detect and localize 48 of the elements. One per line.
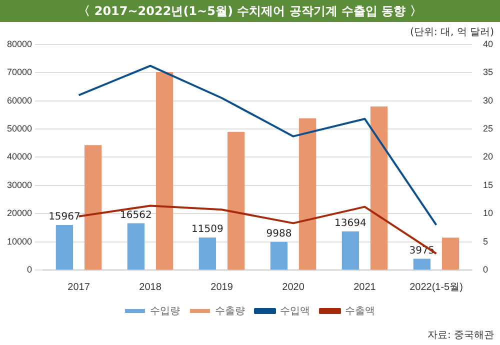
data-label: 9988 xyxy=(266,228,292,240)
y2-tick-label: 35 xyxy=(482,67,494,78)
bar xyxy=(298,118,316,270)
y-tick-label: 80000 xyxy=(6,38,32,49)
y2-tick-label: 40 xyxy=(482,38,494,49)
x-tick-label: 2019 xyxy=(210,282,234,293)
y-tick-label: 0 xyxy=(27,264,32,274)
y2-tick-label: 25 xyxy=(482,123,494,134)
bar xyxy=(270,242,288,270)
legend-label: 수입액 xyxy=(280,306,310,317)
y-tick-label: 20000 xyxy=(6,208,32,218)
y2-tick-label: 20 xyxy=(482,152,494,162)
y-tick-label: 30000 xyxy=(6,180,32,190)
text: (단위: 대, 억 달러) xyxy=(410,26,494,39)
text: 자료: 중국해관 xyxy=(427,329,494,342)
data-label: 15967 xyxy=(48,212,80,223)
y-tick-label: 10000 xyxy=(6,236,32,246)
bar xyxy=(127,223,145,270)
data-label: 16562 xyxy=(120,210,152,221)
y-tick-label: 70000 xyxy=(6,67,32,78)
bar xyxy=(84,145,102,270)
y2-tick-label: 10 xyxy=(482,208,494,218)
y2-tick-label: 15 xyxy=(482,180,494,190)
legend-label: 수출액 xyxy=(345,306,375,317)
bar xyxy=(342,231,360,270)
bar xyxy=(56,224,74,270)
y-tick-label: 50000 xyxy=(6,123,32,134)
y2-tick-label: 30 xyxy=(482,95,494,106)
data-label: 13694 xyxy=(334,218,366,229)
legend-label: 수입량 xyxy=(150,306,180,317)
bar xyxy=(442,238,460,270)
chart-title: 〈 2017~2022년(1~5월) 수치제어 공작기계 수출입 동향 〉 xyxy=(0,0,500,22)
bar xyxy=(413,258,431,270)
bar xyxy=(198,238,216,270)
y-tick-label: 40000 xyxy=(6,152,32,162)
x-tick-label: 2017 xyxy=(68,282,90,293)
bar xyxy=(370,106,388,270)
bar xyxy=(227,132,245,270)
y-tick-label: 60000 xyxy=(6,95,32,106)
data-label: 11509 xyxy=(192,224,224,236)
legend-label: 수출량 xyxy=(215,306,245,317)
x-tick-label: 2020 xyxy=(282,282,305,293)
x-tick-label: 2021 xyxy=(354,282,376,293)
y2-tick-label: 5 xyxy=(482,236,488,246)
x-tick-label: 2018 xyxy=(139,282,162,293)
bar xyxy=(156,72,174,270)
y2-tick-label: 0 xyxy=(482,264,488,274)
x-tick-label: 2022(1-5월) xyxy=(410,282,463,293)
